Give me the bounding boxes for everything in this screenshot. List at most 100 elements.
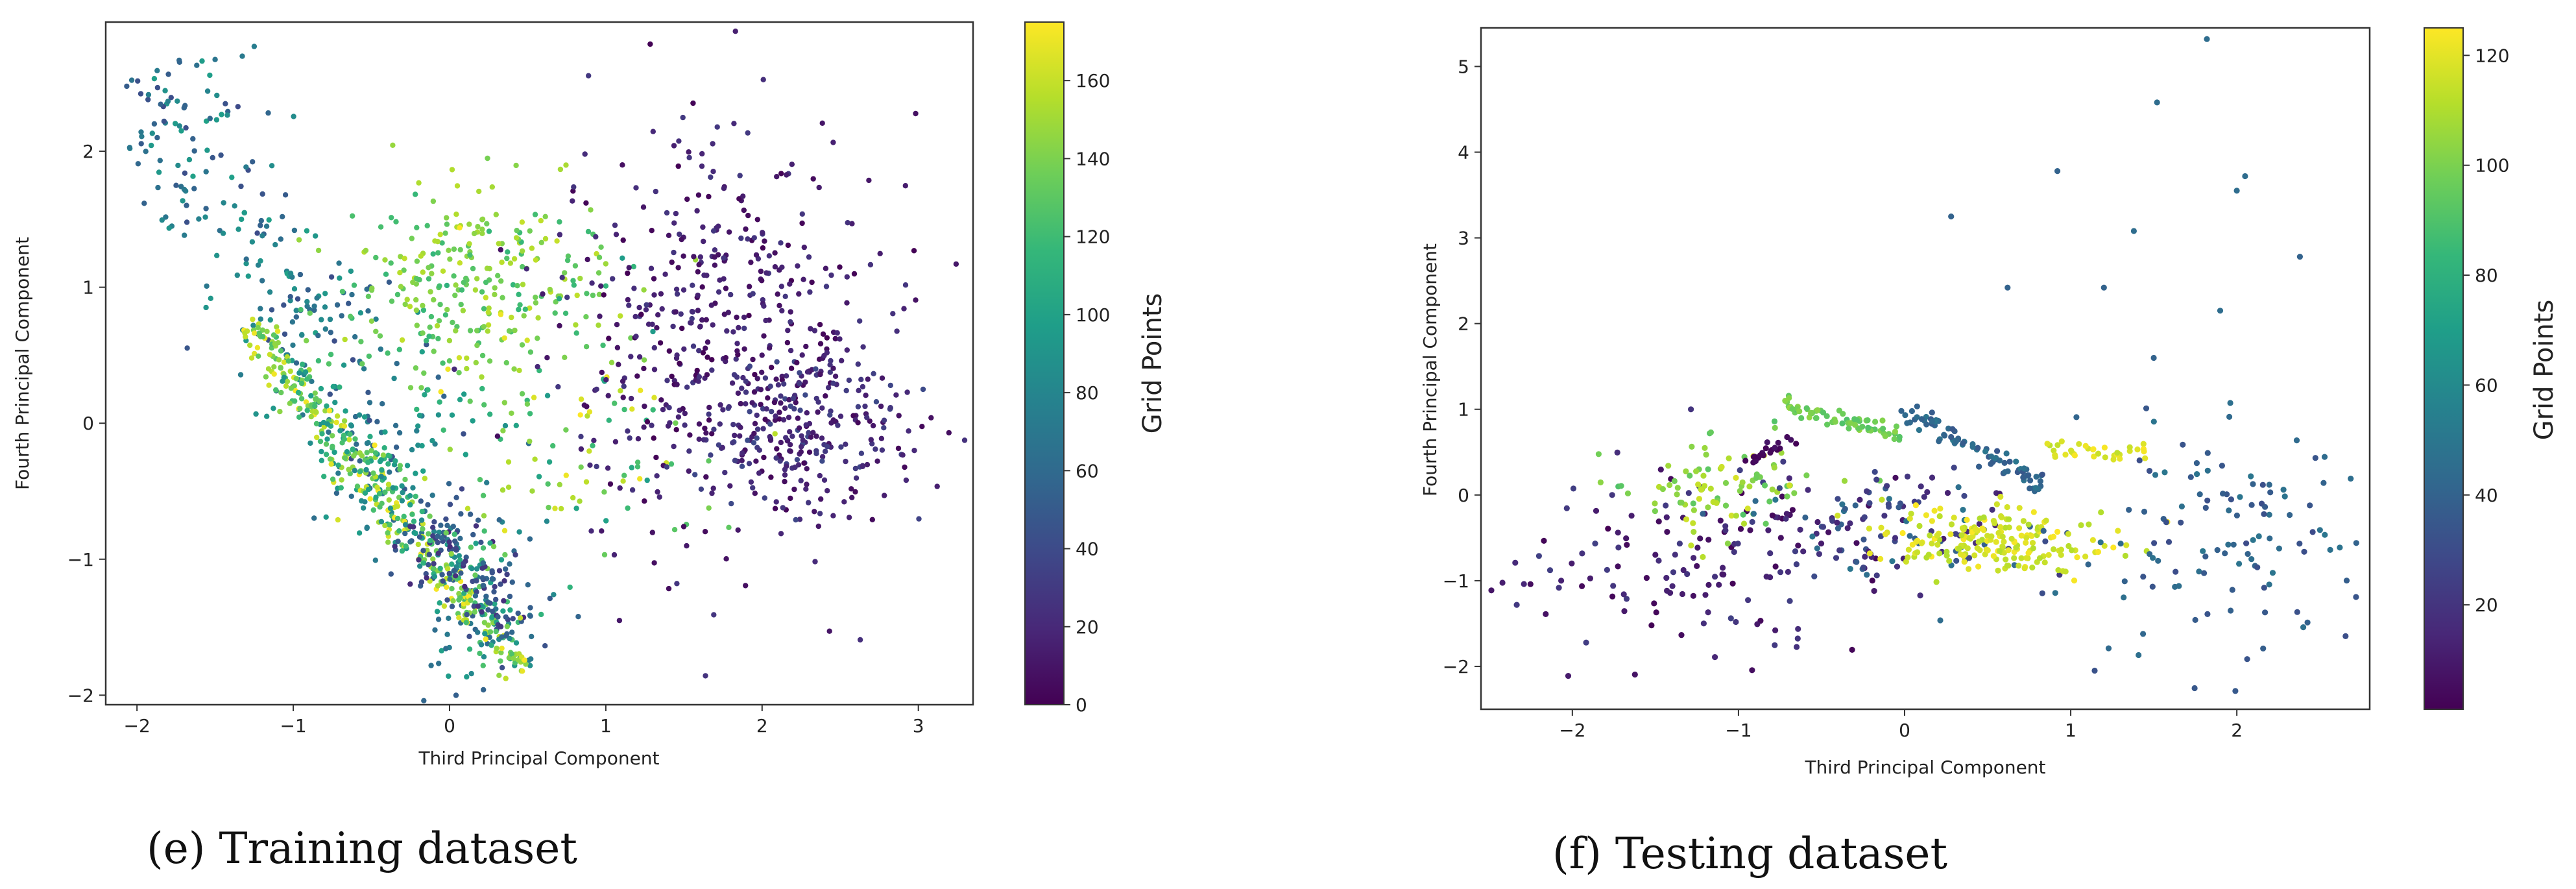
scatter-point xyxy=(290,342,296,348)
scatter-point xyxy=(857,318,863,324)
scatter-point xyxy=(837,336,843,342)
scatter-point xyxy=(710,169,716,175)
scatter-point xyxy=(2261,511,2267,517)
scatter-point xyxy=(299,361,306,367)
scatter-point xyxy=(444,566,451,572)
scatter-point xyxy=(557,166,564,173)
scatter-point xyxy=(1818,541,1825,547)
scatter-point xyxy=(756,447,763,453)
scatter-point xyxy=(828,358,834,364)
scatter-point xyxy=(2312,455,2318,461)
scatter-point xyxy=(2027,485,2033,492)
scatter-point xyxy=(1947,531,1954,537)
scatter-point xyxy=(2214,547,2221,554)
scatter-point xyxy=(519,342,525,348)
scatter-point xyxy=(704,339,711,345)
scatter-point xyxy=(313,409,319,415)
scatter-point xyxy=(788,495,793,502)
scatter-point xyxy=(666,232,672,238)
scatter-point xyxy=(2228,607,2234,614)
scatter-point xyxy=(696,436,702,442)
scatter-point xyxy=(654,473,660,479)
scatter-point xyxy=(367,433,373,439)
scatter-point xyxy=(660,407,666,413)
scatter-point xyxy=(1864,572,1870,578)
scatter-point xyxy=(2073,414,2080,420)
scatter-point xyxy=(475,603,481,609)
scatter-point xyxy=(588,207,594,213)
scatter-point xyxy=(517,302,523,308)
y-tick-label: −2 xyxy=(1443,656,1469,677)
scatter-point xyxy=(520,263,525,270)
scatter-point xyxy=(616,618,623,624)
scatter-point xyxy=(795,263,800,269)
scatter-point xyxy=(346,467,352,472)
scatter-point xyxy=(1535,553,1542,559)
scatter-point xyxy=(525,657,532,663)
scatter-point xyxy=(731,372,738,378)
scatter-point xyxy=(331,338,337,344)
scatter-point xyxy=(426,334,432,339)
scatter-point xyxy=(409,446,415,453)
scatter-point xyxy=(1513,602,1520,608)
scatter-point xyxy=(527,438,533,444)
scatter-point xyxy=(235,226,241,232)
scatter-point xyxy=(716,442,722,448)
scatter-point xyxy=(849,486,854,492)
scatter-point xyxy=(583,200,589,206)
scatter-point xyxy=(723,286,729,291)
scatter-point xyxy=(2040,528,2047,534)
scatter-point xyxy=(492,285,498,291)
scatter-point xyxy=(239,216,245,223)
scatter-point xyxy=(2110,456,2117,463)
scatter-point xyxy=(1871,588,1877,594)
scatter-point xyxy=(2033,474,2040,480)
scatter-point xyxy=(504,571,510,578)
scatter-point xyxy=(1583,639,1589,646)
scatter-point xyxy=(199,58,205,64)
scatter-point xyxy=(1908,511,1914,517)
scatter-point xyxy=(558,505,564,512)
scatter-point xyxy=(466,646,473,652)
scatter-point xyxy=(767,433,773,440)
scatter-point xyxy=(862,403,868,409)
scatter-point xyxy=(771,399,778,406)
scatter-point xyxy=(395,539,401,544)
y-tick-label: 0 xyxy=(82,413,94,434)
scatter-point xyxy=(224,112,230,118)
scatter-point xyxy=(721,186,727,191)
scatter-point xyxy=(427,324,433,330)
scatter-point xyxy=(489,570,495,576)
scatter-point xyxy=(354,441,359,447)
scatter-point xyxy=(1882,531,1889,537)
scatter-point xyxy=(1839,501,1846,507)
scatter-point xyxy=(456,615,462,620)
scatter-point xyxy=(393,504,399,509)
scatter-point xyxy=(516,306,522,313)
scatter-point xyxy=(762,417,768,422)
colorbar-tick-label: 80 xyxy=(2475,265,2498,286)
scatter-point xyxy=(1982,448,1989,455)
scatter-point xyxy=(810,430,816,435)
scatter-point xyxy=(2281,493,2288,500)
scatter-point xyxy=(312,390,318,396)
scatter-point xyxy=(378,457,384,463)
scatter-point xyxy=(1955,484,1962,491)
scatter-point xyxy=(813,433,819,439)
scatter-point xyxy=(373,316,379,322)
scatter-point xyxy=(2121,578,2128,585)
scatter-point xyxy=(800,437,806,443)
scatter-point xyxy=(823,284,830,289)
scatter-point xyxy=(750,291,756,297)
scatter-point xyxy=(456,370,462,376)
scatter-point xyxy=(708,302,715,308)
scatter-point xyxy=(1896,433,1903,441)
scatter-point xyxy=(2101,542,2108,549)
scatter-point xyxy=(1960,440,1966,446)
scatter-point xyxy=(399,483,405,489)
scatter-point xyxy=(419,509,425,515)
scatter-point xyxy=(339,313,344,319)
scatter-point xyxy=(162,88,168,93)
scatter-point xyxy=(1814,518,1821,526)
scatter-point xyxy=(219,112,224,117)
